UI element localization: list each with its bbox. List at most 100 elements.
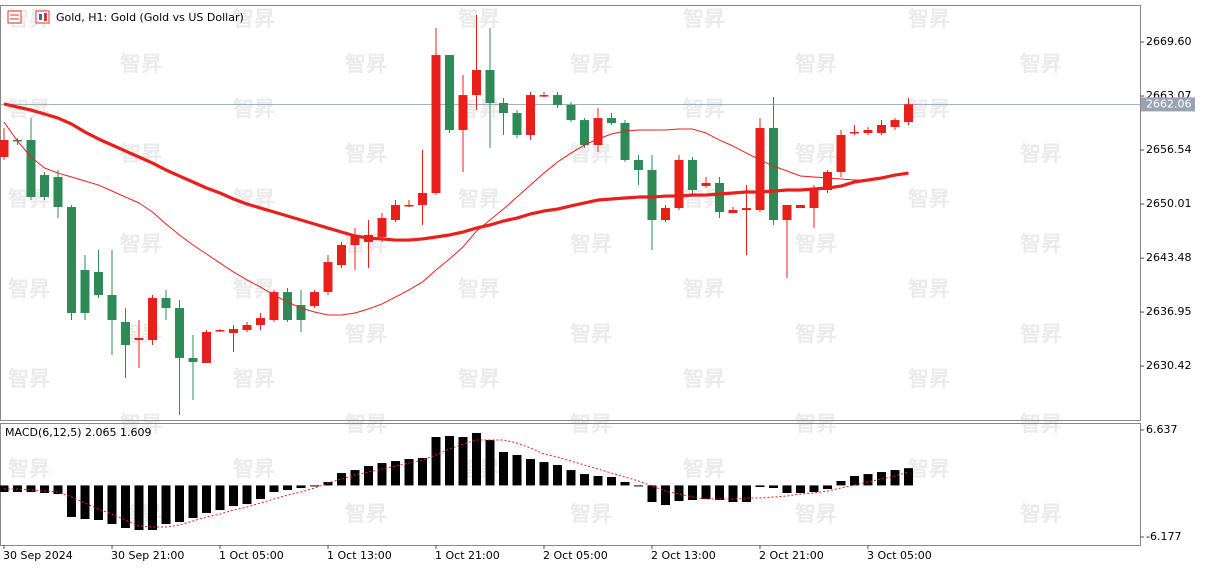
candle-body	[80, 269, 90, 313]
macd-bar	[188, 485, 198, 518]
watermark: 智昇	[458, 7, 500, 31]
macd-bar	[26, 485, 36, 493]
y-tick-label: 2656.54	[1146, 143, 1192, 156]
macd-bar	[512, 455, 522, 486]
candle-body	[121, 321, 130, 345]
macd-bar	[728, 485, 738, 503]
macd-bar	[269, 485, 279, 493]
watermark: 智昇	[795, 232, 837, 256]
watermark: 智昇	[795, 142, 837, 166]
macd-bar	[823, 485, 832, 490]
candle-body	[634, 159, 643, 170]
macd-bar	[620, 481, 630, 486]
watermark: 智昇	[683, 277, 725, 301]
macd-bar	[94, 485, 103, 520]
candle-body	[688, 159, 697, 191]
watermark: 智昇	[233, 7, 275, 31]
candle-body	[269, 292, 279, 321]
watermark: 智昇	[458, 277, 500, 301]
price-label-box	[1141, 97, 1195, 112]
watermark: 智昇	[8, 457, 50, 481]
watermark: 智昇	[8, 367, 50, 391]
macd-bar	[755, 485, 765, 488]
macd-bar	[310, 485, 319, 487]
candle-body	[823, 171, 832, 191]
candle-body	[215, 330, 225, 332]
y-tick-label: 2636.95	[1146, 305, 1192, 318]
candle-body	[161, 298, 171, 309]
macd-bar	[404, 459, 414, 486]
x-tick-label: 1 Oct 21:00	[435, 549, 500, 562]
candle-body	[553, 95, 562, 105]
candle-body	[566, 104, 576, 121]
candle-body	[310, 292, 319, 307]
macd-bar	[53, 485, 63, 495]
watermark: 智昇	[1020, 502, 1062, 526]
macd-bar	[283, 485, 292, 491]
signal-line	[4, 439, 909, 528]
macd-bar	[688, 485, 697, 501]
candle-body	[890, 120, 900, 127]
candle-body	[377, 218, 387, 237]
macd-bar	[499, 452, 508, 486]
watermark: 智昇	[345, 502, 387, 526]
watermark: 智昇	[570, 52, 612, 76]
chart-icon[interactable]	[35, 10, 50, 24]
candle-body	[0, 139, 9, 158]
y-tick-label: -6.177	[1146, 530, 1181, 543]
macd-bar	[607, 476, 616, 486]
watermark: 智昇	[1020, 322, 1062, 346]
x-tick-label: 2 Oct 05:00	[543, 549, 608, 562]
candle-body	[323, 262, 333, 293]
candle-body	[539, 95, 549, 97]
candle-body	[904, 104, 913, 123]
watermark: 智昇	[1020, 142, 1062, 166]
y-tick-label: 2643.48	[1146, 251, 1192, 264]
candle-body	[67, 207, 76, 313]
plot: 2630.422636.952643.482650.012656.542663.…	[0, 15, 1195, 562]
macd-bar	[229, 485, 238, 507]
watermark: 智昇	[1020, 52, 1062, 76]
macd-bar	[593, 475, 603, 486]
watermark: 智昇	[233, 277, 275, 301]
x-tick-label: 1 Oct 13:00	[327, 549, 392, 562]
candle-body	[836, 135, 846, 172]
candle-body	[148, 298, 157, 341]
candle-body	[620, 123, 630, 160]
candle-body	[458, 95, 468, 130]
macd-bar	[553, 465, 562, 486]
macd-bar	[431, 436, 441, 486]
candle-body	[94, 271, 103, 296]
macd-bar	[526, 459, 535, 486]
price-pane-frame	[0, 5, 1141, 421]
y-tick-label: 2650.01	[1146, 197, 1192, 210]
candle-body	[242, 324, 252, 331]
macd-bar	[877, 472, 886, 486]
macd-bar	[80, 485, 90, 519]
candle-body	[526, 95, 535, 136]
watermark: 智昇	[120, 232, 162, 256]
icon-bar	[39, 14, 42, 20]
macd-bar	[161, 485, 171, 524]
macd-bar	[175, 485, 184, 522]
x-tick-label: 2 Oct 13:00	[651, 549, 716, 562]
macd-bar	[121, 485, 130, 529]
moving-average	[3, 121, 909, 316]
menu-icon[interactable]	[7, 10, 22, 24]
macd-bar	[418, 458, 427, 486]
candle-body	[53, 177, 63, 208]
x-tick-label: 30 Sep 21:00	[111, 549, 184, 562]
macd-pane-frame	[0, 423, 1141, 546]
candle-body	[283, 292, 292, 321]
candle-body	[445, 55, 454, 130]
watermark: 智昇	[683, 457, 725, 481]
y-tick-label: 2669.60	[1146, 35, 1192, 48]
watermark: 智昇	[683, 7, 725, 31]
macd-bar	[904, 468, 913, 486]
candle-body	[485, 70, 495, 104]
watermark: 智昇	[458, 187, 500, 211]
candle-body	[782, 204, 792, 221]
watermark: 智昇	[908, 97, 950, 121]
